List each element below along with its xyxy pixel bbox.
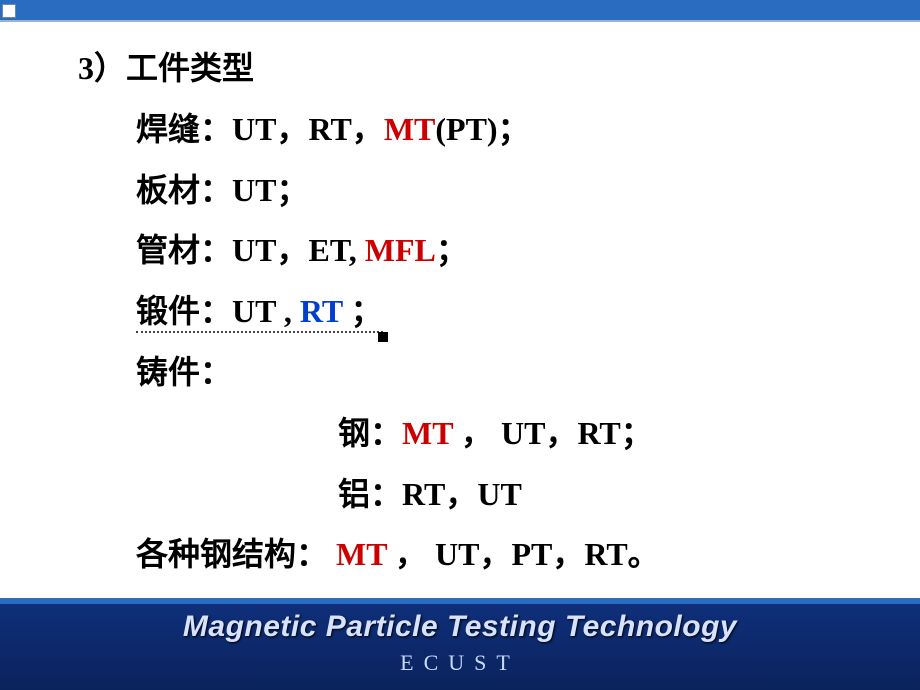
row-weld: 焊缝：UT，RT，MT(PT)；	[78, 99, 880, 160]
highlight-blue: RT	[300, 293, 343, 329]
label: 铸件：	[136, 354, 232, 390]
footer: Magnetic Particle Testing Technology ECU…	[0, 598, 920, 690]
row-casting: 铸件：	[78, 342, 880, 403]
label: 各种钢结构：	[136, 536, 328, 572]
highlight-red: MT	[328, 536, 387, 572]
row-steel: 钢：MT ， UT，RT；	[78, 403, 880, 464]
highlight-red: MT	[384, 111, 436, 147]
footer-band: Magnetic Particle Testing Technology ECU…	[0, 604, 920, 690]
label: 管材：	[136, 232, 232, 268]
caret-indicator	[378, 332, 388, 342]
label: 钢：	[338, 415, 402, 451]
slide: 3）工件类型 焊缝：UT，RT，MT(PT)； 板材：UT； 管材：UT，ET,…	[0, 0, 920, 690]
text: (PT)；	[435, 111, 529, 147]
slide-content: 3）工件类型 焊缝：UT，RT，MT(PT)； 板材：UT； 管材：UT，ET,…	[78, 38, 880, 585]
row-structure: 各种钢结构： MT ， UT，PT，RT。	[78, 524, 880, 585]
text: UT；	[232, 172, 308, 208]
highlight-red: MT	[402, 415, 453, 451]
heading: 3）工件类型	[78, 38, 880, 99]
text: RT，UT	[402, 476, 522, 512]
label: 板材：	[136, 172, 232, 208]
label: 焊缝：	[136, 111, 232, 147]
row-forging: 锻件：UT , RT ；	[78, 281, 880, 342]
text: ；	[436, 232, 468, 268]
row-tube: 管材：UT，ET, MFL；	[78, 220, 880, 281]
highlight-red: MFL	[365, 232, 436, 268]
row-plate: 板材：UT；	[78, 160, 880, 221]
text: ， UT，RT；	[453, 415, 653, 451]
text: UT，ET,	[232, 232, 365, 268]
row-aluminium: 铝：RT，UT	[78, 464, 880, 525]
top-bar-marker	[2, 4, 16, 18]
text: ， UT，PT，RT。	[387, 536, 660, 572]
text: UT ,	[232, 293, 300, 329]
label: 锻件：	[136, 293, 232, 329]
top-bar	[0, 0, 920, 22]
text: ；	[343, 293, 383, 329]
text: UT，RT，	[232, 111, 384, 147]
footer-title: Magnetic Particle Testing Technology	[0, 610, 920, 644]
label: 铝：	[338, 476, 402, 512]
footer-subtitle: ECUST	[0, 650, 920, 676]
